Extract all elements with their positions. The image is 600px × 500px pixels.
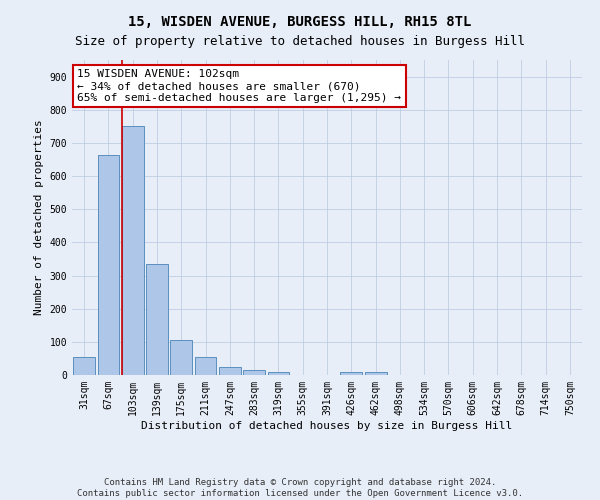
Text: Size of property relative to detached houses in Burgess Hill: Size of property relative to detached ho… <box>75 35 525 48</box>
Text: 15, WISDEN AVENUE, BURGESS HILL, RH15 8TL: 15, WISDEN AVENUE, BURGESS HILL, RH15 8T… <box>128 15 472 29</box>
Bar <box>340 372 362 375</box>
Bar <box>365 372 386 375</box>
Bar <box>73 357 95 375</box>
Text: Contains HM Land Registry data © Crown copyright and database right 2024.
Contai: Contains HM Land Registry data © Crown c… <box>77 478 523 498</box>
Text: 15 WISDEN AVENUE: 102sqm
← 34% of detached houses are smaller (670)
65% of semi-: 15 WISDEN AVENUE: 102sqm ← 34% of detach… <box>77 70 401 102</box>
X-axis label: Distribution of detached houses by size in Burgess Hill: Distribution of detached houses by size … <box>142 420 512 430</box>
Bar <box>243 370 265 375</box>
Bar <box>122 126 143 375</box>
Y-axis label: Number of detached properties: Number of detached properties <box>34 120 44 316</box>
Bar <box>170 340 192 375</box>
Bar <box>146 264 168 375</box>
Bar <box>97 154 119 375</box>
Bar <box>194 357 217 375</box>
Bar <box>268 372 289 375</box>
Bar <box>219 366 241 375</box>
